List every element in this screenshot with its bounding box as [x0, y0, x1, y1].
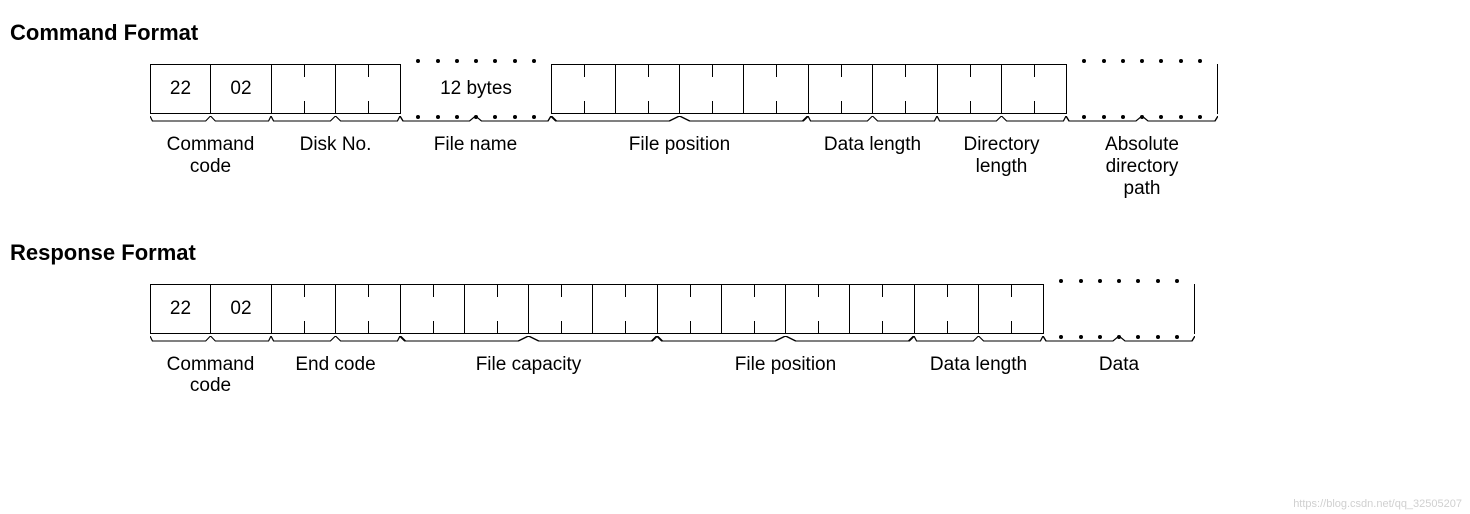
field: Data length — [808, 64, 937, 156]
byte-cell — [850, 285, 914, 333]
brace — [937, 116, 1066, 132]
field: Data length — [914, 284, 1043, 376]
field-label: File position — [658, 354, 914, 376]
byte-cell — [336, 65, 400, 113]
cell-text: 12 bytes — [440, 78, 512, 100]
byte-cell — [915, 285, 979, 333]
field: Disk No. — [271, 64, 400, 156]
field-label: Data — [1044, 354, 1194, 376]
byte-cell — [1002, 65, 1066, 113]
byte-cell: 02 — [211, 65, 271, 113]
field-label: Commandcode — [151, 354, 271, 398]
byte-cell — [680, 65, 744, 113]
watermark: https://blog.csdn.net/qq_32505207 — [1293, 498, 1462, 510]
field: 2202 Commandcode — [150, 64, 271, 178]
byte-cell — [744, 65, 808, 113]
byte-cell — [616, 65, 680, 113]
field: File capacity — [400, 284, 657, 376]
field-label: Disk No. — [272, 134, 400, 156]
field: Absolute directorypath — [1066, 64, 1218, 200]
byte-cell: 22 — [151, 65, 211, 113]
field: Directorylength — [937, 64, 1066, 178]
field: Data — [1043, 284, 1195, 376]
byte-cell — [658, 285, 722, 333]
byte-cell — [722, 285, 786, 333]
ellipsis-cell — [1067, 64, 1217, 114]
field-label: Data length — [915, 354, 1043, 376]
brace — [150, 336, 271, 352]
diagram: 2202 Commandcode Disk No.12 bytes File n… — [150, 64, 1460, 200]
byte-cell — [552, 65, 616, 113]
field: End code — [271, 284, 400, 376]
diagram: 2202 Commandcode End code File capacity … — [150, 284, 1460, 398]
ellipsis-cell — [1044, 284, 1194, 334]
ellipsis-cell: 12 bytes — [401, 64, 551, 114]
field-label: File name — [401, 134, 551, 156]
byte-cell — [809, 65, 873, 113]
brace — [551, 116, 808, 132]
field-label: Data length — [809, 134, 937, 156]
field-label: Commandcode — [151, 134, 271, 178]
response-format-title: Response Format — [10, 240, 1460, 266]
brace — [657, 336, 914, 352]
brace — [400, 336, 657, 352]
byte-cell — [336, 285, 400, 333]
byte-cell — [786, 285, 850, 333]
field-label: Absolute directorypath — [1067, 134, 1217, 200]
byte-cell — [938, 65, 1002, 113]
byte-cell — [272, 65, 336, 113]
brace — [808, 116, 937, 132]
byte-cell — [593, 285, 657, 333]
field-label: Directorylength — [938, 134, 1066, 178]
brace — [271, 116, 400, 132]
byte-cell — [465, 285, 529, 333]
brace — [914, 336, 1043, 352]
field-label: End code — [272, 354, 400, 376]
byte-cell: 22 — [151, 285, 211, 333]
field: File position — [657, 284, 914, 376]
byte-cell — [401, 285, 465, 333]
byte-cell — [272, 285, 336, 333]
field-label: File capacity — [401, 354, 657, 376]
command-format-title: Command Format — [10, 20, 1460, 46]
field: 12 bytes File name — [400, 64, 551, 156]
byte-cell — [529, 285, 593, 333]
field: File position — [551, 64, 808, 156]
field-label: File position — [552, 134, 808, 156]
byte-cell — [979, 285, 1043, 333]
byte-cell — [873, 65, 937, 113]
field: 2202 Commandcode — [150, 284, 271, 398]
brace — [271, 336, 400, 352]
brace — [150, 116, 271, 132]
byte-cell: 02 — [211, 285, 271, 333]
